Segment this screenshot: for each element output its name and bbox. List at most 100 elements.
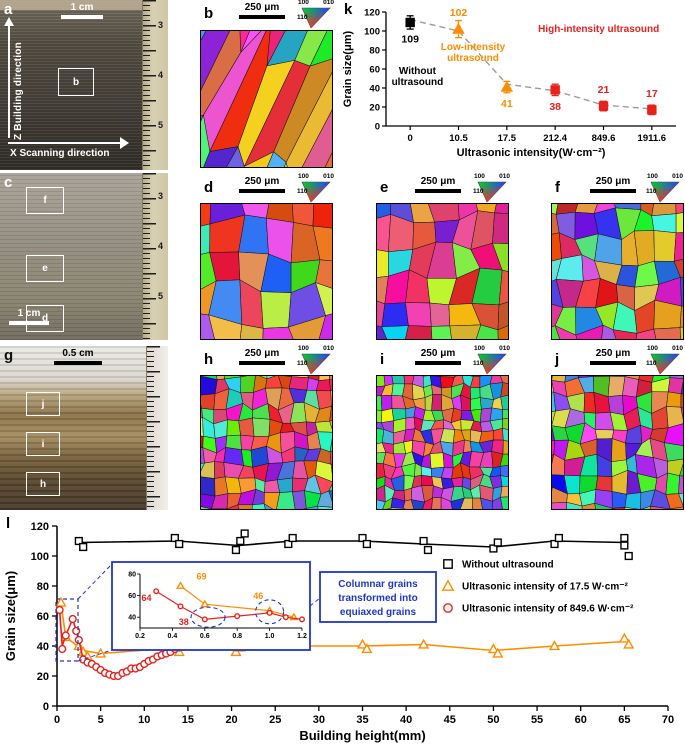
svg-text:55: 55: [531, 714, 543, 726]
ruler-number: 3: [158, 191, 164, 201]
svg-text:212.4: 212.4: [543, 133, 567, 144]
svg-text:60: 60: [369, 65, 380, 76]
roi-label: d: [41, 313, 49, 324]
grain-mosaic: [376, 203, 509, 340]
svg-text:120: 120: [364, 8, 380, 19]
z-axis-label: Z Building direction: [13, 42, 24, 140]
ipf-color-key: 100 010 110: [646, 345, 683, 375]
ipf-label-010: 010: [323, 345, 334, 352]
ipf-label-010: 010: [323, 173, 334, 180]
ipf-label-110: 110: [297, 188, 308, 195]
ipf-label-100: 100: [474, 173, 485, 180]
svg-text:80: 80: [369, 46, 380, 57]
ruler-g: [146, 346, 168, 510]
svg-text:60: 60: [128, 593, 136, 600]
ebsd-map-f: [551, 203, 684, 340]
ebsd-map-e: [376, 203, 509, 340]
ipf-label-010: 010: [672, 173, 683, 180]
svg-text:60: 60: [575, 714, 587, 726]
svg-text:41: 41: [501, 98, 513, 110]
svg-text:Building height(mm): Building height(mm): [299, 728, 425, 743]
scale-bar-a: 1 cm: [58, 3, 106, 19]
ipf-triangle-icon: [650, 181, 680, 203]
panel-g-label: g: [4, 347, 14, 364]
scale-bar-g: 0.5 cm: [52, 349, 104, 365]
svg-text:64: 64: [141, 593, 151, 603]
ebsd-map-i: [376, 375, 509, 510]
ipf-color-key: 100 010 110: [473, 173, 510, 203]
ipf-triangle-icon: [477, 353, 507, 375]
ipf-color-key: 100 010 110: [473, 345, 510, 375]
svg-text:ultrasound: ultrasound: [392, 77, 444, 88]
roi-label: j: [41, 398, 45, 410]
scale-bar: [590, 361, 636, 365]
ipf-label-100: 100: [298, 345, 309, 352]
svg-text:120: 120: [31, 521, 49, 533]
roi-box-e: e: [26, 255, 64, 282]
ruler-number: 4: [158, 70, 164, 80]
svg-text:60: 60: [37, 611, 49, 623]
chart-k: 0 20 40 60 80 100 120 0 10.5 17.5 212.4 849.6 1911.6…: [342, 7, 676, 159]
ipf-color-key: 100 010 110: [297, 173, 334, 203]
ipf-label-010: 010: [672, 345, 683, 352]
ipf-label-100: 100: [647, 345, 658, 352]
svg-text:17: 17: [646, 88, 658, 100]
ruler-c: 3 4 5: [142, 173, 168, 340]
panel-g-photo: g 0.5 cm j i h: [0, 346, 168, 510]
panel-l-label: l: [6, 515, 11, 532]
grain-mosaic: [200, 30, 333, 168]
ipf-color-key: 100 010 110: [297, 0, 334, 29]
svg-text:0: 0: [375, 122, 380, 133]
svg-text:Ultrasonic intensity of 849.6: Ultrasonic intensity of 849.6 W·cm⁻²: [462, 604, 634, 615]
scale-bar-h: 250 μm: [232, 349, 292, 365]
svg-text:transformed into: transformed into: [338, 593, 417, 604]
roi-box-b: b: [58, 68, 94, 96]
scale-bar-i: 250 μm: [408, 349, 468, 365]
svg-text:100: 100: [364, 27, 380, 38]
z-axis-arrowhead-icon: [4, 17, 14, 26]
z-axis-arrow-line: [8, 26, 10, 138]
scale-text: 250 μm: [420, 176, 456, 187]
svg-text:0: 0: [54, 714, 60, 726]
svg-text:0.8: 0.8: [232, 633, 242, 640]
svg-text:45: 45: [444, 714, 456, 726]
chart-l: 0 20 40 60 80 100 120 0 5 10 15 20 25 30 35 40 45 50 55 60 6…: [3, 521, 674, 743]
ruler-number: 4: [158, 241, 164, 251]
roi-box-d: d: [26, 305, 64, 332]
panel-e-label: e: [380, 179, 389, 196]
scale-text: 250 μm: [244, 176, 280, 187]
ruler-number: 5: [158, 120, 164, 130]
svg-text:equiaxed grains: equiaxed grains: [340, 607, 417, 618]
ipf-label-110: 110: [473, 360, 484, 367]
panel-d-label: d: [204, 179, 214, 196]
scale-text: 250 μm: [244, 348, 280, 359]
svg-text:80: 80: [37, 581, 49, 593]
ipf-triangle-icon: [301, 353, 331, 375]
chart-l-legend: Without ultrasound Ultrasonic intensity o…: [441, 559, 634, 615]
ruler-a: 3 4 5: [142, 0, 168, 170]
scale-text: 1 cm: [70, 2, 94, 13]
ruler-number: 5: [158, 291, 164, 301]
roi-label: f: [43, 195, 47, 206]
scale-text: 250 μm: [595, 176, 631, 187]
svg-text:Columnar grains: Columnar grains: [338, 579, 418, 590]
ebsd-map-b: [200, 30, 333, 168]
svg-text:Without ultrasound: Without ultrasound: [462, 560, 554, 571]
ipf-label-100: 100: [298, 0, 309, 6]
ipf-label-110: 110: [297, 14, 308, 21]
scale-bar: [61, 15, 103, 19]
svg-text:1.2: 1.2: [297, 633, 307, 640]
svg-text:102: 102: [450, 7, 468, 19]
chart-l-inset: 0.2 0.4 0.6 0.8 1.0 1.2 40 60 80 69 46 64 38: [55, 561, 311, 662]
ruler-number: 3: [158, 20, 164, 30]
ebsd-map-j: [551, 375, 684, 510]
panel-i-label: i: [380, 351, 385, 368]
svg-text:0.6: 0.6: [200, 633, 210, 640]
svg-text:30: 30: [313, 714, 325, 726]
panel-f-label: f: [555, 179, 560, 196]
ipf-label-110: 110: [297, 360, 308, 367]
svg-text:High-intensity ultrasound: High-intensity ultrasound: [538, 24, 659, 35]
panel-k-label: k: [344, 1, 353, 18]
x-axis-arrow-line: [8, 142, 120, 144]
